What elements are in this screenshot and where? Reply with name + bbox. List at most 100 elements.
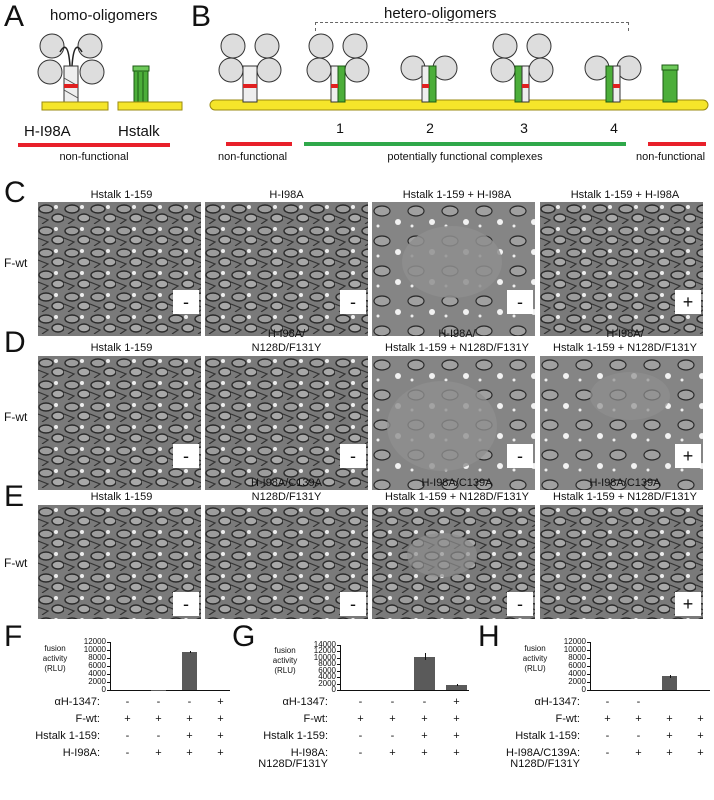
chart-0-ytick-label: 2000 xyxy=(88,677,106,686)
chart-1-cell: - xyxy=(422,696,427,708)
chart-1-ytick-label: 10000 xyxy=(313,652,336,662)
chart-1-row-label: Hstalk 1-159: xyxy=(263,730,328,742)
chart-2-y-axis xyxy=(590,642,591,690)
c-header-1: Hstalk 1-159 xyxy=(90,189,153,201)
chart-0-bar xyxy=(182,652,197,690)
chart-1-cell: - xyxy=(390,730,395,742)
chart-2-ytick-label: 12000 xyxy=(563,637,586,646)
chart-1-cell: - xyxy=(358,747,363,759)
e-header-3a: H-I98A/C139A xyxy=(421,477,493,489)
chart-1-ytick-label: 0 xyxy=(331,685,336,694)
chart-0-ytick xyxy=(107,650,110,651)
e-header-4b: Hstalk 1-159 + N128D/F131Y xyxy=(553,491,697,503)
chart-2-row-label: αH-1347: xyxy=(534,696,581,708)
chart-0-cell: + xyxy=(155,747,162,759)
d-sign-4: + xyxy=(675,444,701,468)
chart-1-ytick-label: 8000 xyxy=(318,659,336,669)
d-image-3 xyxy=(372,356,535,490)
chart-1-cell: - xyxy=(358,730,363,742)
e-image-2 xyxy=(205,505,368,639)
c-header-3: Hstalk 1-159 + H-I98A xyxy=(402,189,512,201)
nonfunctional-bar-b-left xyxy=(226,142,292,146)
c-image-4 xyxy=(540,202,703,336)
e-image-4 xyxy=(540,505,703,639)
c-image-1 xyxy=(38,202,201,336)
e-header-3b: Hstalk 1-159 + N128D/F131Y xyxy=(385,491,529,503)
panel-a-title: homo-oligomers xyxy=(50,7,158,24)
chart-2-cell: - xyxy=(605,696,610,708)
label-hstalk: Hstalk xyxy=(118,123,160,140)
c-image-2 xyxy=(205,202,368,336)
chart-1-bar xyxy=(414,656,435,690)
chart-2-row-label2: N128D/F131Y xyxy=(510,758,580,770)
chart-0-ytick-label: 0 xyxy=(101,685,106,694)
e-header-1: Hstalk 1-159 xyxy=(90,491,153,503)
complex-4-label: 4 xyxy=(610,120,618,136)
chart-1-row-label: F-wt: xyxy=(303,713,328,725)
chart-2-ytick-label: 10000 xyxy=(563,645,586,654)
chart-1-cell: + xyxy=(389,713,396,725)
chart-0-ytick-label: 8000 xyxy=(88,653,106,662)
chart-0-row-label: αH-1347: xyxy=(54,696,101,708)
chart-2-cell: + xyxy=(666,713,673,725)
chart-2-errorbar xyxy=(669,675,671,678)
complex-3-label: 3 xyxy=(520,120,528,136)
chart-1-ytick-label: 2000 xyxy=(318,678,336,688)
chart-1-cell: + xyxy=(389,747,396,759)
chart-0-errorbar xyxy=(189,651,191,653)
chart-2-ytick xyxy=(587,650,590,651)
chart-1-ytick xyxy=(337,657,340,659)
chart-2-cell: + xyxy=(635,713,642,725)
chart-1-cell: + xyxy=(453,696,460,708)
panel-label-g: G xyxy=(232,620,256,653)
d-header-3b: Hstalk 1-159 + N128D/F131Y xyxy=(385,342,529,354)
e-sign-4: + xyxy=(675,592,701,616)
chart-1-cell: + xyxy=(357,713,364,725)
e-image-1 xyxy=(38,505,201,639)
chart-2-cell: + xyxy=(697,730,704,742)
chart-0-ytick-label: 12000 xyxy=(83,637,106,646)
chart-1-ytick xyxy=(337,664,340,666)
chart-1-ylabel: fusion activity (RLU) xyxy=(272,645,298,675)
chart-0-cell: - xyxy=(187,696,192,708)
chart-1-cell: - xyxy=(390,696,395,708)
panel-label-a: A xyxy=(4,0,25,33)
chart-1-y-axis xyxy=(340,645,341,690)
e-sign-1: - xyxy=(173,592,199,616)
d-image-2 xyxy=(205,356,368,490)
chart-1-cell: + xyxy=(453,713,460,725)
chart-0-row-label: H-I98A: xyxy=(62,747,100,759)
chart-2-ytick-label: 2000 xyxy=(568,677,586,686)
chart-0-cell: - xyxy=(156,730,161,742)
chart-1-row-label2: N128D/F131Y xyxy=(258,758,328,770)
panel-a-footer: non-functional xyxy=(59,151,129,163)
chart-1-ytick-label: 12000 xyxy=(313,646,336,656)
e-header-2b: N128D/F131Y xyxy=(251,491,322,503)
panel-b-middle-label: potentially functional complexes xyxy=(387,151,543,163)
e-header-2a: H-I98A/C139A xyxy=(251,477,322,489)
chart-0-ylabel: fusion activity (RLU) xyxy=(42,644,68,673)
chart-2-cell: - xyxy=(636,696,641,708)
chart-2-ytick-label: 6000 xyxy=(568,661,586,670)
chart-2-cell: - xyxy=(605,730,610,742)
chart-1-ytick xyxy=(337,651,340,653)
d-row-label: F-wt xyxy=(4,410,28,424)
chart-1-ytick xyxy=(337,677,340,679)
chart-0-row-label: Hstalk 1-159: xyxy=(35,730,100,742)
chart-0-ytick-label: 4000 xyxy=(88,669,106,678)
chart-1-errorbar xyxy=(424,652,426,661)
nonfunctional-bar-a xyxy=(18,143,170,147)
d-sign-1: - xyxy=(173,444,199,468)
chart-0-ytick xyxy=(107,642,110,643)
chart-0-cell: + xyxy=(186,730,193,742)
d-sign-2: - xyxy=(340,444,366,468)
chart-0-ytick xyxy=(107,666,110,667)
chart-0-cell: - xyxy=(156,696,161,708)
chart-0-cell: + xyxy=(217,747,224,759)
chart-1-ytick xyxy=(337,683,340,685)
chart-2-row-label: H-I98A/C139A: xyxy=(506,747,580,759)
chart-0-cell: + xyxy=(217,730,224,742)
c-header-2: H-I98A xyxy=(269,189,304,201)
chart-1-ytick xyxy=(337,690,340,691)
panel-b-left-label: non-functional xyxy=(218,151,288,163)
